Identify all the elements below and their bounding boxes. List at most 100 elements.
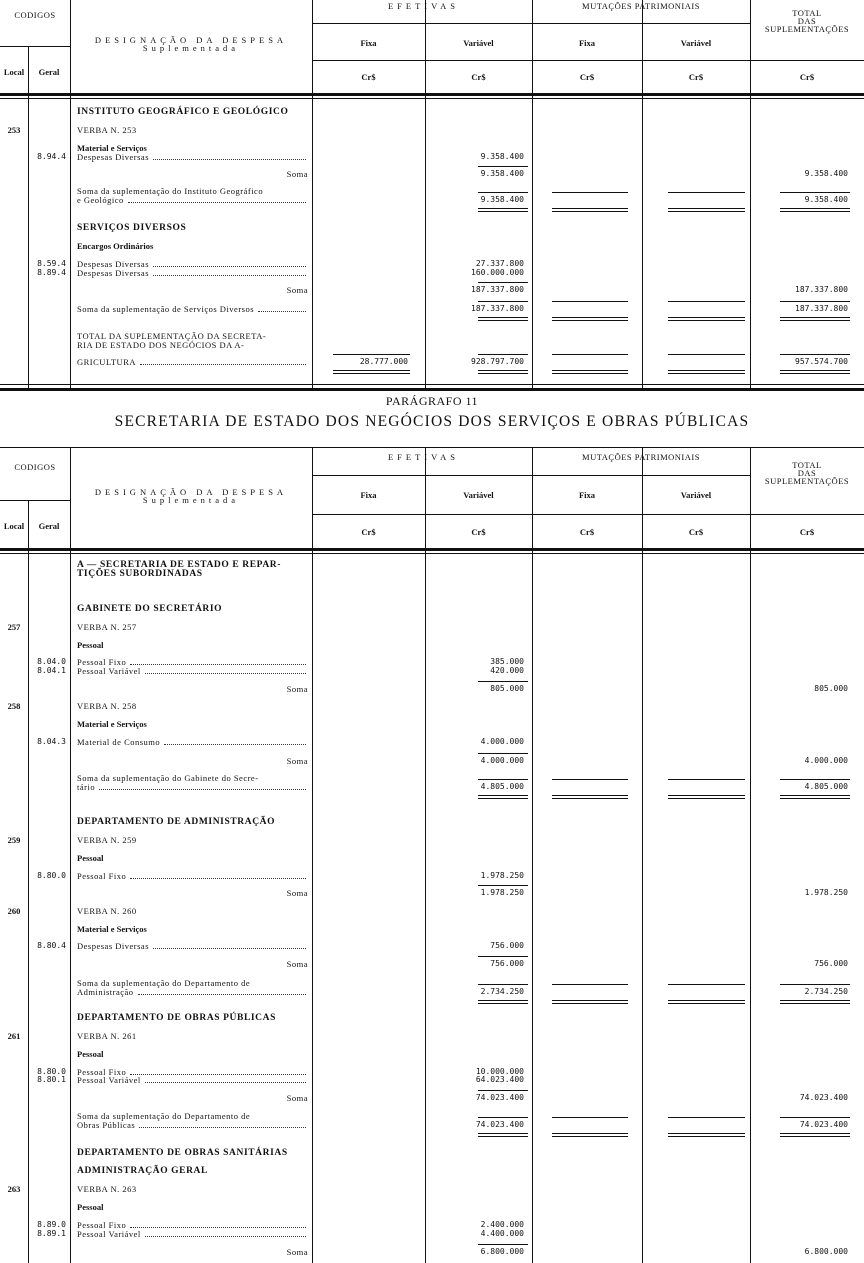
dot-leader	[127, 201, 306, 203]
rule	[70, 447, 71, 1263]
rule	[0, 388, 864, 391]
soma-label: Soma	[286, 684, 308, 694]
rule	[0, 447, 864, 448]
rule	[642, 0, 643, 388]
rule	[668, 983, 745, 985]
total-header: TOTAL	[792, 8, 822, 19]
dot-leader	[139, 1126, 306, 1128]
codigo-geral: 8.80.4	[37, 941, 66, 950]
rule	[478, 1002, 528, 1004]
codigo-local: 261	[7, 1031, 21, 1041]
valor-variavel: 9.358.400	[480, 194, 524, 204]
rule	[532, 0, 533, 388]
rule	[478, 1244, 528, 1245]
fixa-header: Fixa	[360, 37, 377, 48]
rule	[750, 0, 751, 388]
dot-leader	[130, 1074, 306, 1075]
dot-leader	[140, 364, 306, 365]
valor-variavel: 4.000.000	[480, 737, 524, 746]
variavel-header: Variável	[463, 37, 494, 48]
valor-variavel: 74.023.400	[475, 1119, 524, 1129]
designacao: Obras Públicas	[77, 1119, 136, 1130]
rule	[668, 191, 745, 193]
valor-variavel: 27.337.800	[475, 259, 524, 268]
valor-variavel: 2.400.000	[480, 1220, 524, 1229]
codigo-geral: 8.80.1	[37, 1075, 66, 1084]
dot-leader	[153, 275, 306, 276]
designacao: VERBA N. 259	[77, 835, 137, 845]
designacao: Soma da suplementação do Departamento de	[77, 1111, 251, 1121]
rule	[668, 1116, 745, 1118]
rule	[312, 447, 313, 1263]
codigo-geral: 8.89.4	[37, 268, 66, 277]
rule	[478, 885, 528, 886]
rule	[552, 778, 628, 780]
designacao: Soma da suplementação do Gabinete do Sec…	[77, 773, 259, 783]
designacao: Pessoal Fixo	[77, 1067, 127, 1077]
codigo-local: 257	[7, 622, 21, 632]
fixa-header: Fixa	[578, 37, 596, 48]
valor-total: 957.574.700	[795, 357, 848, 366]
valor-variavel: 385.000	[490, 657, 524, 666]
codigo-local: 263	[7, 1184, 21, 1194]
rule	[668, 354, 745, 355]
valor-total: 805.000	[814, 684, 848, 693]
mutacoes: MUTAÇÕES PATRIMONIAIS	[582, 0, 700, 11]
designacao: Pessoal Variável	[77, 1075, 141, 1085]
designacao: tário	[77, 781, 96, 792]
rule	[478, 681, 528, 682]
rule	[478, 373, 528, 374]
rule	[552, 191, 628, 193]
valor-variavel: 4.400.000	[480, 1229, 524, 1238]
designacao: INSTITUTO GEOGRÁFICO E GEOLÓGICO	[77, 107, 289, 117]
rule	[478, 320, 528, 321]
dot-leader	[99, 788, 306, 790]
rule	[552, 370, 628, 371]
rule	[552, 794, 628, 796]
rule	[0, 46, 70, 48]
designacao: VERBA N. 263	[77, 1184, 137, 1194]
valor-variavel: 10.000.000	[475, 1067, 524, 1076]
rule	[780, 317, 850, 318]
rule	[780, 1132, 850, 1134]
designacao: VERBA N. 258	[77, 701, 137, 711]
codigo-local: 253	[7, 125, 21, 135]
codigo-geral: 8.04.3	[37, 737, 66, 746]
codigo-local: 260	[7, 906, 21, 916]
soma-label: Soma	[286, 959, 308, 969]
designacao: Pessoal	[77, 1202, 104, 1212]
valor-fixa: 28.777.000	[359, 357, 408, 366]
valor-total: 6.800.000	[804, 1247, 848, 1256]
rule	[780, 778, 850, 780]
rule	[780, 191, 850, 193]
rule	[780, 1116, 850, 1118]
designacao: Pessoal	[77, 853, 104, 863]
rule	[478, 282, 528, 283]
dot-leader	[153, 266, 306, 267]
codigos: CODIGOS	[14, 10, 56, 21]
rule	[478, 301, 528, 302]
rule	[552, 210, 628, 212]
designacao: VERBA N. 261	[77, 1031, 137, 1041]
currency: Cr$	[688, 72, 704, 83]
dot-leader	[130, 878, 306, 879]
rule	[333, 373, 410, 374]
designacao: DEPARTAMENTO DE OBRAS SANITÁRIAS	[77, 1148, 288, 1158]
valor-variavel: 187.337.800	[471, 285, 524, 294]
rule	[312, 475, 750, 477]
rule	[478, 191, 528, 193]
paragraph-title: PARÁGRAFO 11	[385, 394, 479, 408]
rule	[668, 797, 745, 799]
rule	[478, 797, 528, 799]
designacao: VERBA N. 253	[77, 125, 137, 135]
codigo-geral: 8.80.0	[37, 871, 66, 880]
valor-variavel: 6.800.000	[480, 1247, 524, 1256]
rule	[425, 447, 426, 1263]
codigo-geral: 8.94.4	[37, 152, 66, 161]
total-header: SUPLEMENTAÇÕES	[764, 476, 850, 487]
soma-label: Soma	[286, 1247, 308, 1257]
rule	[478, 778, 528, 780]
designacao: TIÇÕES SUBORDINADAS	[77, 568, 203, 579]
designacao: Administração	[77, 986, 134, 997]
soma-label: Soma	[286, 888, 308, 898]
